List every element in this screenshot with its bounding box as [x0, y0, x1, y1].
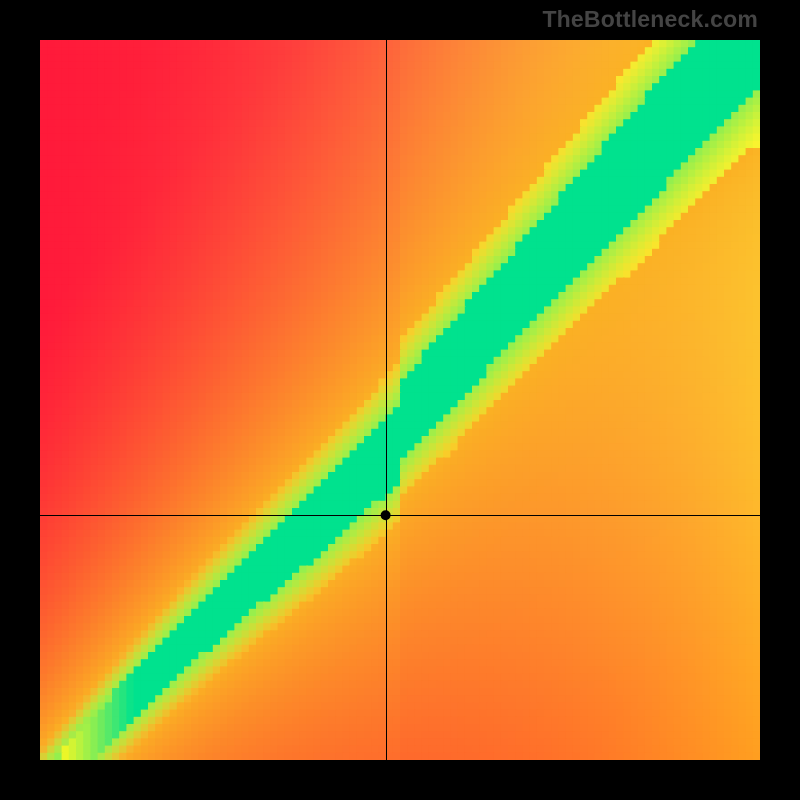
heatmap-plot — [40, 40, 760, 760]
heatmap-canvas — [40, 40, 760, 760]
watermark-text: TheBottleneck.com — [542, 6, 758, 33]
figure-container: TheBottleneck.com — [0, 0, 800, 800]
